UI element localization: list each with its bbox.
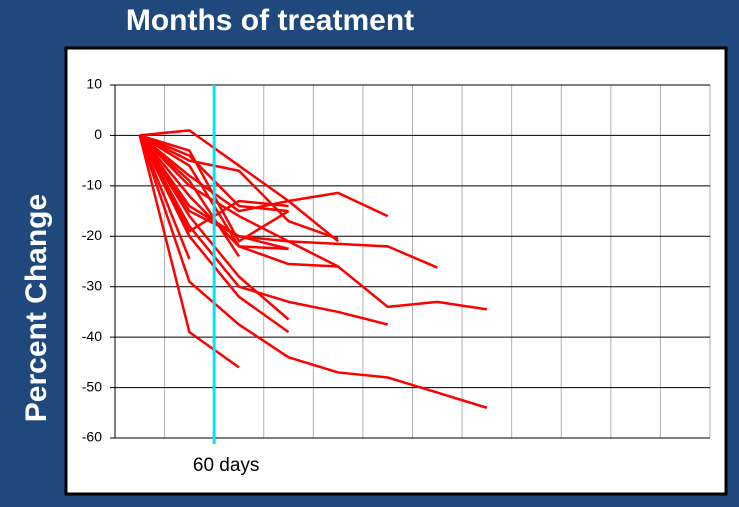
- data-line: [138, 134, 389, 326]
- data-line: [138, 135, 240, 369]
- data-line: [139, 134, 339, 240]
- data-line: [138, 135, 488, 409]
- data-line: [139, 129, 339, 243]
- data-line: [138, 134, 241, 258]
- y-tick-label: -30: [82, 277, 102, 293]
- y-tick-label: -20: [82, 227, 102, 243]
- data-line: [138, 134, 438, 269]
- y-tick-label: -60: [82, 429, 102, 445]
- plot-frame: [64, 46, 728, 496]
- y-tick-label: -50: [82, 378, 102, 394]
- marker-label: 60 days: [193, 455, 260, 476]
- y-tick-label: -10: [82, 177, 102, 193]
- chart-title: Months of treatment: [126, 4, 414, 37]
- y-tick-label: -40: [82, 328, 102, 344]
- y-tick-label: 0: [94, 126, 102, 142]
- y-tick-label: 10: [86, 76, 102, 92]
- y-axis-label: Percent Change: [20, 194, 53, 422]
- data-line: [139, 134, 389, 218]
- data-line: [138, 134, 488, 311]
